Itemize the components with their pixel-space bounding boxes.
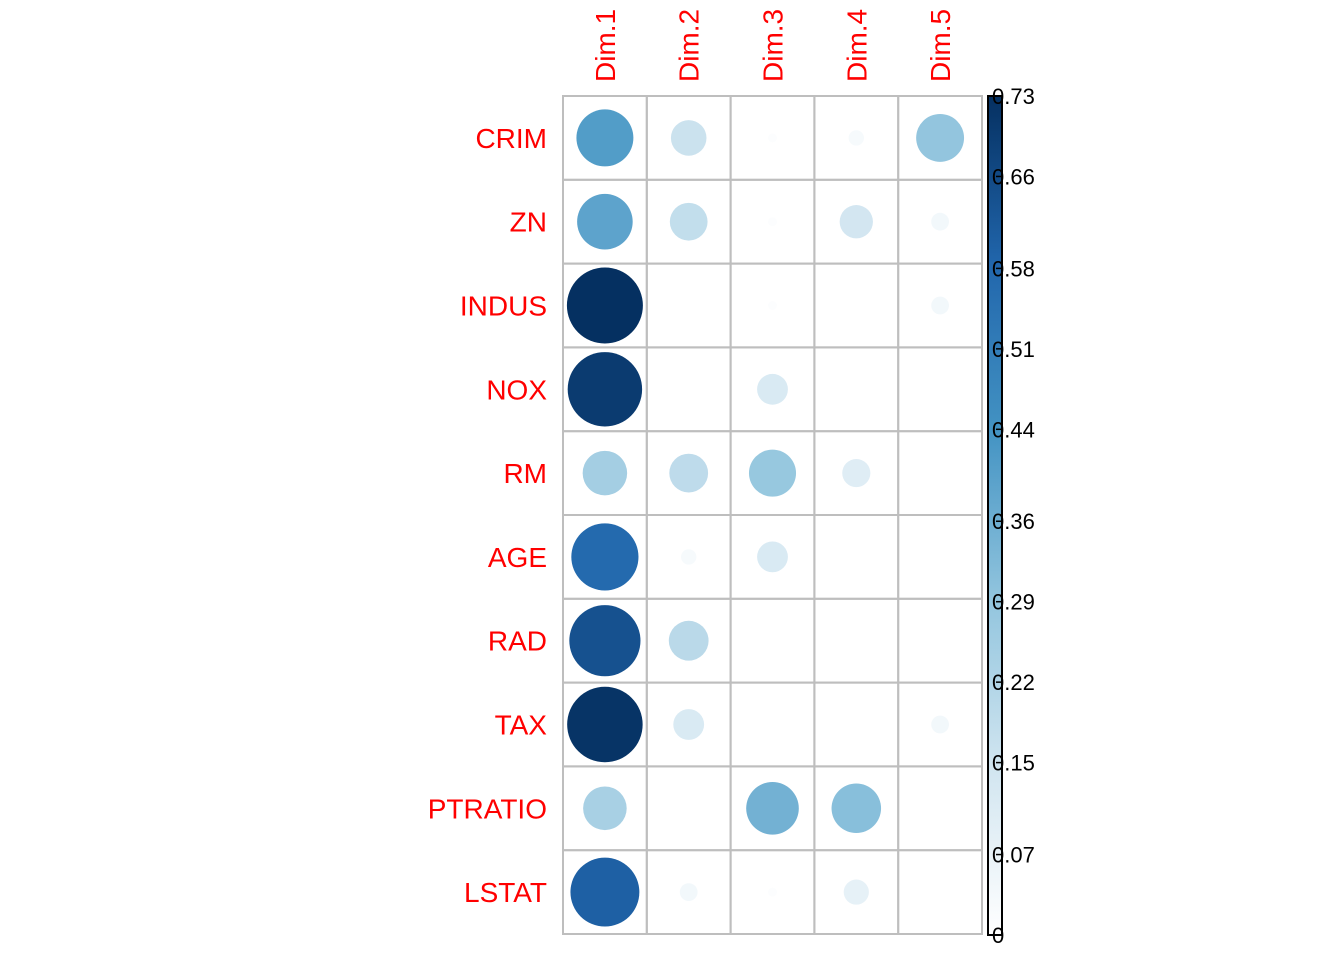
row-label-ptratio: PTRATIO bbox=[428, 793, 547, 824]
circle-crim-dim5 bbox=[916, 113, 965, 162]
circle-crim-dim3 bbox=[768, 133, 777, 143]
circle-tax-dim2 bbox=[673, 709, 705, 740]
row-label-rad: RAD bbox=[488, 626, 547, 657]
row-label-crim: CRIM bbox=[475, 123, 547, 154]
circle-indus-dim3 bbox=[768, 301, 777, 310]
circle-zn-dim2 bbox=[669, 202, 708, 241]
circle-indus-dim1 bbox=[566, 267, 643, 344]
circles bbox=[566, 109, 965, 927]
circle-lstat-dim3 bbox=[768, 887, 777, 897]
circle-zn-dim3 bbox=[768, 217, 777, 227]
colorbar-tick-label: 0.22 bbox=[992, 670, 1035, 695]
colorbar-tick-label: 0.44 bbox=[992, 417, 1035, 442]
grid-cell bbox=[645, 262, 732, 349]
grid-cell bbox=[897, 765, 984, 852]
circle-crim-dim1 bbox=[576, 109, 634, 167]
grid-cell bbox=[813, 514, 900, 600]
colorbar-tick-label: 0.73 bbox=[992, 84, 1035, 109]
grid-cell bbox=[897, 597, 984, 684]
colorbar-tick-label: 0 bbox=[992, 923, 1004, 948]
row-label-lstat: LSTAT bbox=[464, 877, 547, 908]
row-label-age: AGE bbox=[488, 542, 547, 573]
colorbar-tick-label: 0.07 bbox=[992, 843, 1035, 868]
circle-nox-dim1 bbox=[567, 352, 643, 427]
grid-cell bbox=[897, 849, 984, 936]
circle-ptratio-dim4 bbox=[831, 783, 882, 834]
row-label-nox: NOX bbox=[486, 374, 547, 405]
colorbar-tick-label: 0.15 bbox=[992, 751, 1035, 776]
circle-zn-dim5 bbox=[931, 212, 949, 231]
grid-cell bbox=[813, 346, 900, 433]
column-labels: Dim.1 Dim.2 Dim.3 Dim.4 Dim.5 bbox=[590, 9, 956, 82]
grid-cell bbox=[813, 597, 900, 684]
column-label-dim2: Dim.2 bbox=[674, 9, 705, 82]
circle-lstat-dim2 bbox=[679, 883, 698, 901]
grid-cell bbox=[897, 514, 984, 600]
colorbar: 0.73 0.66 0.58 0.51 0.44 0.36 0.29 0.22 0.15 0.07… bbox=[987, 84, 1035, 948]
circle-zn-dim1 bbox=[577, 193, 633, 250]
circle-lstat-dim1 bbox=[570, 857, 640, 927]
colorbar-tick-label: 0.51 bbox=[992, 337, 1035, 362]
grid-cell bbox=[813, 262, 900, 349]
circle-rm-dim1 bbox=[582, 450, 628, 496]
circle-rm-dim3 bbox=[748, 449, 797, 497]
circle-rm-dim2 bbox=[669, 453, 709, 493]
row-label-zn: ZN bbox=[510, 207, 547, 238]
circle-age-dim3 bbox=[757, 541, 788, 573]
circle-rad-dim2 bbox=[668, 620, 709, 661]
row-labels: CRIM ZN INDUS NOX RM AGE RAD TAX PTRATIO LSTAT bbox=[428, 123, 548, 908]
grid bbox=[562, 95, 984, 936]
grid-cell bbox=[897, 430, 984, 517]
circle-ptratio-dim3 bbox=[746, 781, 799, 835]
column-label-dim3: Dim.3 bbox=[758, 9, 789, 82]
circle-lstat-dim4 bbox=[843, 879, 869, 905]
grid-cell bbox=[813, 681, 900, 768]
column-label-dim4: Dim.4 bbox=[841, 9, 872, 82]
grid-cell bbox=[729, 597, 816, 684]
colorbar-tick-label: 0.66 bbox=[992, 164, 1035, 189]
grid-cell bbox=[897, 346, 984, 433]
circle-age-dim1 bbox=[571, 523, 639, 591]
circle-tax-dim1 bbox=[567, 686, 643, 763]
circle-nox-dim3 bbox=[757, 373, 788, 405]
circle-rad-dim1 bbox=[569, 605, 641, 677]
grid-cell bbox=[645, 346, 732, 433]
colorbar-tick-label: 0.29 bbox=[992, 590, 1035, 615]
circle-age-dim2 bbox=[681, 549, 697, 565]
colorbar-tick-label: 0.58 bbox=[992, 256, 1035, 281]
circle-indus-dim5 bbox=[931, 296, 949, 315]
colorbar-gradient bbox=[987, 95, 1003, 936]
circle-zn-dim4 bbox=[839, 205, 873, 239]
circle-crim-dim2 bbox=[670, 120, 707, 156]
circle-crim-dim4 bbox=[848, 130, 864, 146]
circle-ptratio-dim1 bbox=[583, 786, 627, 831]
column-label-dim5: Dim.5 bbox=[925, 9, 956, 82]
colorbar-tick-label: 0.36 bbox=[992, 509, 1035, 534]
circle-rm-dim4 bbox=[842, 459, 871, 488]
column-label-dim1: Dim.1 bbox=[590, 9, 621, 82]
circle-tax-dim5 bbox=[931, 715, 949, 734]
row-label-rm: RM bbox=[503, 458, 547, 489]
row-label-indus: INDUS bbox=[460, 291, 547, 322]
grid-cell bbox=[729, 681, 816, 768]
grid-cell bbox=[645, 765, 732, 852]
row-label-tax: TAX bbox=[495, 710, 548, 741]
